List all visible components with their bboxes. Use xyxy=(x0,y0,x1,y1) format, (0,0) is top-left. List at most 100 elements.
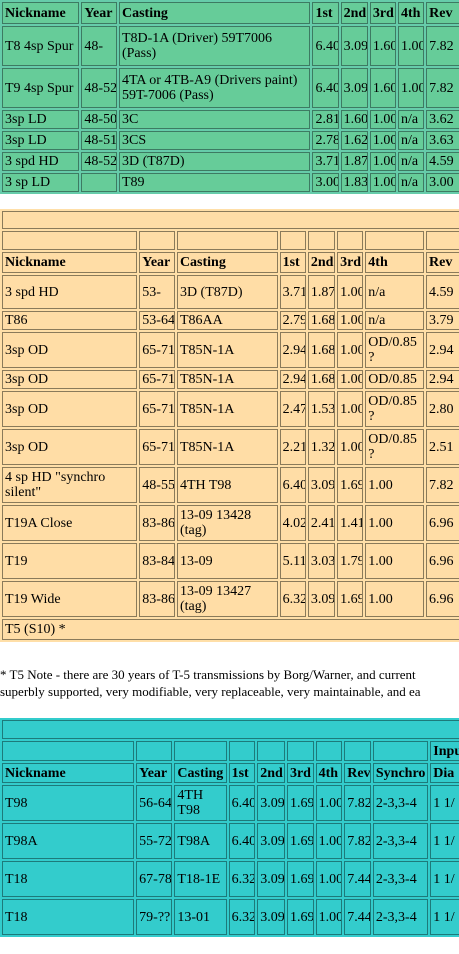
table-cell xyxy=(81,173,117,192)
table-row: T19 83-84 13-09 5.11 3.03 1.79 1.00 6.96 xyxy=(2,543,459,579)
table-cell: 1.87 xyxy=(340,152,368,171)
table-header-row: Nickname Year Casting 1st 2nd 3rd 4th Re… xyxy=(2,2,459,24)
table-cell: 1.00 xyxy=(397,26,425,66)
table-cell: 3sp OD xyxy=(2,429,138,465)
table-cell: 2.94 xyxy=(279,370,306,389)
table-cell: 2.41 xyxy=(307,505,336,541)
table-cell: n/a xyxy=(397,110,425,129)
table-cell: 13-01 xyxy=(174,899,227,935)
column-header: Year xyxy=(81,2,117,24)
table-cell: 1.00 xyxy=(369,110,396,129)
column-header: Casting xyxy=(176,252,278,273)
table-cell: 1.00 xyxy=(337,429,364,465)
table-cell: 3.71 xyxy=(279,275,306,309)
spacer-cell xyxy=(372,741,429,761)
table-cell: 3sp LD xyxy=(2,131,80,150)
table-cell: 3sp OD xyxy=(2,332,138,368)
table-cell: 6.32 xyxy=(228,899,256,935)
table-cell: 2.51 xyxy=(426,429,459,465)
table-cell: 48-51 xyxy=(81,131,117,150)
table-cell: 79-?? xyxy=(136,899,173,935)
table-cell: 1 1/ xyxy=(430,899,459,935)
column-header: 3rd xyxy=(337,252,364,273)
table-cell: 1.00 xyxy=(315,823,343,859)
table-cell: 1.00 xyxy=(365,543,424,579)
column-header: Nickname xyxy=(2,2,80,24)
table-cell: 1.00 xyxy=(369,173,396,192)
table-cell: 2-3,3-4 xyxy=(372,785,429,821)
table-cell: 1.60 xyxy=(369,26,396,66)
column-header: 3rd xyxy=(369,2,396,24)
table-cell: T8 4sp Spur xyxy=(2,26,80,66)
table-cell: 48-55 xyxy=(139,467,175,503)
column-header: 1st xyxy=(279,252,306,273)
table-header-row: Nickname Year Casting 1st 2nd 3rd 4th Re… xyxy=(2,763,459,783)
transmission-table-1: Nickname Year Casting 1st 2nd 3rd 4th Re… xyxy=(0,0,459,194)
table-cell: OD/0.85 ? xyxy=(365,391,424,427)
table-cell: 83-84 xyxy=(139,543,175,579)
table-cell: 7.44 xyxy=(344,861,371,897)
table-cell: T86 xyxy=(2,311,138,330)
table-cell: 2.81 xyxy=(312,110,339,129)
table-cell: 3C xyxy=(118,110,311,129)
table-cell: 1.60 xyxy=(340,110,368,129)
column-header: Casting xyxy=(118,2,311,24)
table-cell: 1.69 xyxy=(337,467,364,503)
table-cell: 2.21 xyxy=(279,429,306,465)
table-cell: 3D (T87D) xyxy=(176,275,278,309)
table-cell: n/a xyxy=(397,131,425,150)
table-cell: 1.68 xyxy=(307,370,336,389)
note-line: superbly supported, very modifiable, ver… xyxy=(0,684,421,699)
table-cell: 3.09 xyxy=(340,68,368,108)
table-cell: 4.59 xyxy=(426,152,459,171)
table-cell: 3.09 xyxy=(257,861,285,897)
transmission-table-3: Inpu Nickname Year Casting 1st 2nd 3rd 4… xyxy=(0,718,459,937)
table-cell: T98A xyxy=(2,823,135,859)
column-header: Rev xyxy=(426,2,459,24)
table-cell: 3.09 xyxy=(340,26,368,66)
table-cell: 3CS xyxy=(118,131,311,150)
table-cell: T89 xyxy=(118,173,311,192)
table-cell: T86AA xyxy=(176,311,278,330)
table-cell: T18 xyxy=(2,861,135,897)
spacer-cell xyxy=(426,231,459,250)
table-cell: 4.02 xyxy=(279,505,306,541)
table-row: 3sp OD 65-71 T85N-1A 2.94 1.68 1.00 OD/0… xyxy=(2,370,459,389)
column-header: Nickname xyxy=(2,763,135,783)
table-cell: 4TA or 4TB-A9 (Drivers paint) 59T-7006 (… xyxy=(118,68,311,108)
table-spacer-row: Inpu xyxy=(2,741,459,761)
table-cell: 7.82 xyxy=(344,785,371,821)
table-cell: 6.40 xyxy=(312,68,339,108)
table-cell: 1.32 xyxy=(307,429,336,465)
table-cell: 6.40 xyxy=(228,785,256,821)
table-cell: 1.00 xyxy=(397,68,425,108)
table-cell: 1.00 xyxy=(337,391,364,427)
table-row: 4 sp HD "synchro silent" 48-55 4TH T98 6… xyxy=(2,467,459,503)
table-cell: 65-71 xyxy=(139,370,175,389)
table-cell: n/a xyxy=(397,152,425,171)
column-header: 2nd xyxy=(257,763,285,783)
table-cell: 1.69 xyxy=(286,785,314,821)
table-cell: 3.09 xyxy=(307,581,336,617)
table-cell: 3.00 xyxy=(312,173,339,192)
table-cell: 7.82 xyxy=(344,823,371,859)
table-cell: 65-71 xyxy=(139,332,175,368)
table-cell: T85N-1A xyxy=(176,429,278,465)
table-spacer-row xyxy=(2,211,459,229)
table-cell: 3 sp LD xyxy=(2,173,80,192)
table-cell: 2.79 xyxy=(279,311,306,330)
table-cell: 2.78 xyxy=(312,131,339,150)
table-cell: 1.69 xyxy=(286,823,314,859)
column-header: Nickname xyxy=(2,252,138,273)
table-cell: n/a xyxy=(365,275,424,309)
table-spacer-row xyxy=(2,720,459,739)
column-header: Rev xyxy=(344,763,371,783)
table-cell: 53- xyxy=(139,275,175,309)
table-cell: 1.00 xyxy=(337,275,364,309)
table-cell: 1.00 xyxy=(365,581,424,617)
table-cell: 6.32 xyxy=(228,861,256,897)
table-cell: 1.00 xyxy=(315,861,343,897)
table-cell: T85N-1A xyxy=(176,370,278,389)
table-row: 3sp OD 65-71 T85N-1A 2.47 1.53 1.00 OD/0… xyxy=(2,391,459,427)
spacer-cell xyxy=(176,231,278,250)
